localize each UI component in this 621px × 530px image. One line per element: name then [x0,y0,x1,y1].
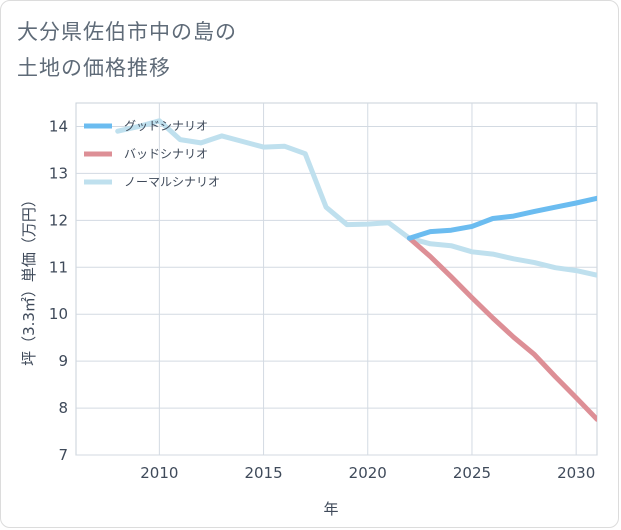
x-tick-label: 2010 [140,464,178,482]
y-tick-label: 12 [49,211,68,229]
series-line-2 [115,118,597,278]
series-lines [115,118,597,422]
series-line-1 [406,235,597,422]
chart-title: 大分県佐伯市中の島の 土地の価格推移 [17,14,237,86]
plot-area [75,102,598,456]
legend-label-2: ノーマルシナリオ [124,175,220,189]
x-axis-title: 年 [323,500,338,518]
y-tick-labels: 7 8 9 10 11 12 13 14 [49,117,68,464]
legend-label-1: バッドシナリオ [124,147,208,161]
title-line-1: 大分県佐伯市中の島の [17,20,237,44]
series-line-0 [406,195,597,241]
x-tick-label: 2020 [349,464,387,482]
title-line-2: 土地の価格推移 [17,56,171,80]
x-tick-label: 2025 [453,464,491,482]
y-tick-label: 8 [58,399,68,417]
y-axis-title: 坪（3.3㎡）単価（万円） [20,192,38,366]
x-tick-label: 2030 [557,464,595,482]
y-tick-label: 14 [49,117,68,135]
x-tick-label: 2015 [244,464,282,482]
y-tick-label: 9 [58,352,68,370]
x-tick-labels: 2010 2015 2020 2025 2030 [140,464,595,482]
y-tick-label: 11 [49,258,68,276]
y-tick-label: 13 [49,164,68,182]
y-tick-label: 7 [58,446,68,464]
legend-label-0: グッドシナリオ [124,119,208,133]
y-tick-label: 10 [49,305,68,323]
